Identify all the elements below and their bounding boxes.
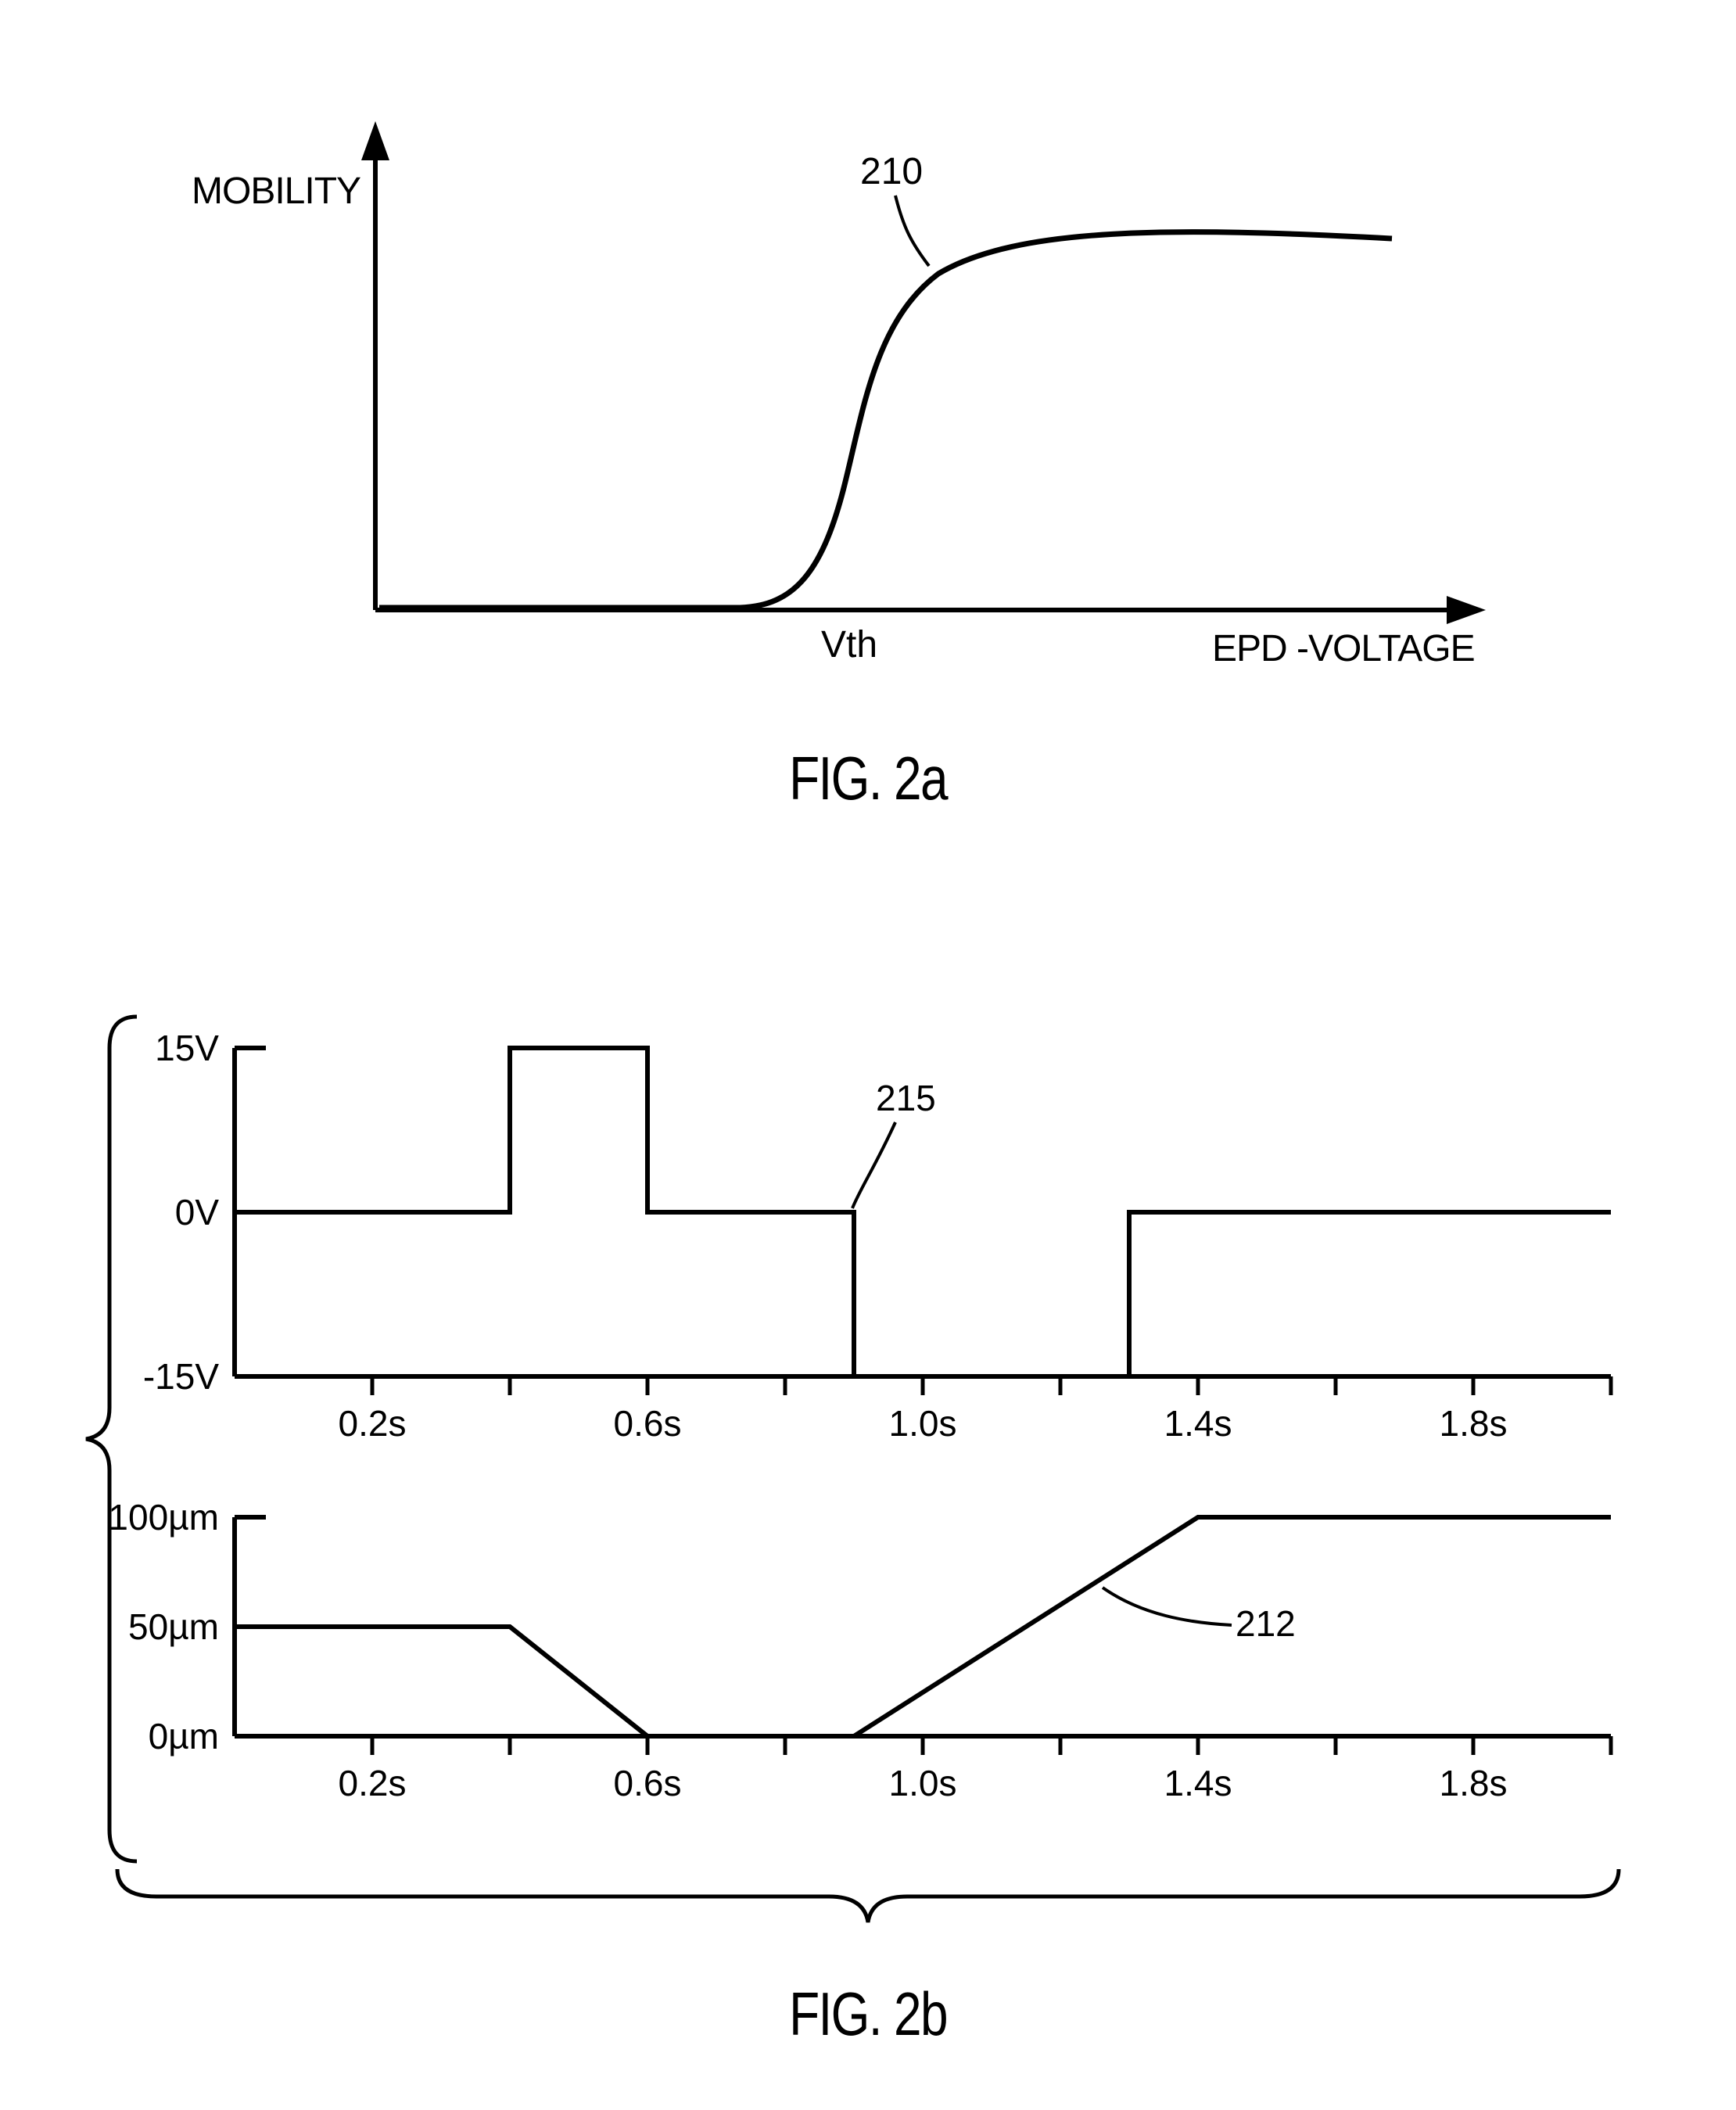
fig2a-curve	[379, 232, 1392, 608]
fig2b-caption: FIG. 2b	[156, 1979, 1580, 2050]
fig2b-bot-xtick-3: 1.4s	[1164, 1763, 1232, 1803]
fig2b-top-ytick-0: 15V	[155, 1028, 219, 1068]
fig-2b-svg: 15V 0V -15V 0.2s 0.6s 1.0s	[0, 985, 1736, 1971]
fig2b-top-ytick-2: -15V	[143, 1356, 219, 1397]
fig2b-bracket	[86, 1017, 137, 1861]
fig2b-bot-callout-label: 212	[1236, 1603, 1296, 1644]
fig2b-top-callout-leader	[852, 1122, 895, 1208]
fig2b-bot-xtick-1: 0.6s	[614, 1763, 682, 1803]
fig2b-top-xtick-3: 1.4s	[1164, 1403, 1232, 1444]
fig2b-top-xtick-2: 1.0s	[889, 1403, 957, 1444]
fig-2a-svg: MOBILITY Vth EPD -VOLTAGE 210	[0, 47, 1736, 719]
fig2b-bot-ytick-0: 100µm	[108, 1497, 219, 1538]
fig2b-bottom-trace	[235, 1517, 1611, 1736]
fig2b-bottom-brace	[117, 1869, 1619, 1922]
fig-2a-container: MOBILITY Vth EPD -VOLTAGE 210 FIG. 2a	[0, 47, 1736, 814]
fig2a-callout-leader	[895, 196, 929, 266]
fig2b-top-ytick-1: 0V	[175, 1192, 220, 1233]
fig2a-caption: FIG. 2a	[156, 743, 1580, 814]
fig-2b-container: 15V 0V -15V 0.2s 0.6s 1.0s	[0, 985, 1736, 2050]
fig2b-top-callout-label: 215	[876, 1078, 936, 1118]
fig2b-bottom-chart: 100µm 50µm 0µm 0.2s 0.6s 1.0s 1.4s	[108, 1497, 1611, 1803]
fig2b-bot-ytick-1: 50µm	[128, 1606, 219, 1647]
fig2a-callout-label: 210	[860, 151, 923, 192]
page: MOBILITY Vth EPD -VOLTAGE 210 FIG. 2a	[0, 0, 1736, 2110]
fig2b-bot-xtick-0: 0.2s	[339, 1763, 407, 1803]
fig2b-bot-xtick-4: 1.8s	[1440, 1763, 1508, 1803]
fig2a-ylabel: MOBILITY	[192, 170, 360, 212]
fig2b-bot-xtick-2: 1.0s	[889, 1763, 957, 1803]
fig2b-bot-ytick-2: 0µm	[149, 1716, 219, 1757]
fig2b-top-xtick-0: 0.2s	[339, 1403, 407, 1444]
fig2b-bot-callout-leader	[1103, 1588, 1232, 1625]
fig2a-vth-label: Vth	[821, 624, 877, 666]
fig2a-xlabel: EPD -VOLTAGE	[1212, 628, 1475, 669]
fig2b-top-xtick-4: 1.8s	[1440, 1403, 1508, 1444]
fig2b-top-xtick-1: 0.6s	[614, 1403, 682, 1444]
fig2b-top-chart: 15V 0V -15V 0.2s 0.6s 1.0s	[143, 1028, 1611, 1444]
